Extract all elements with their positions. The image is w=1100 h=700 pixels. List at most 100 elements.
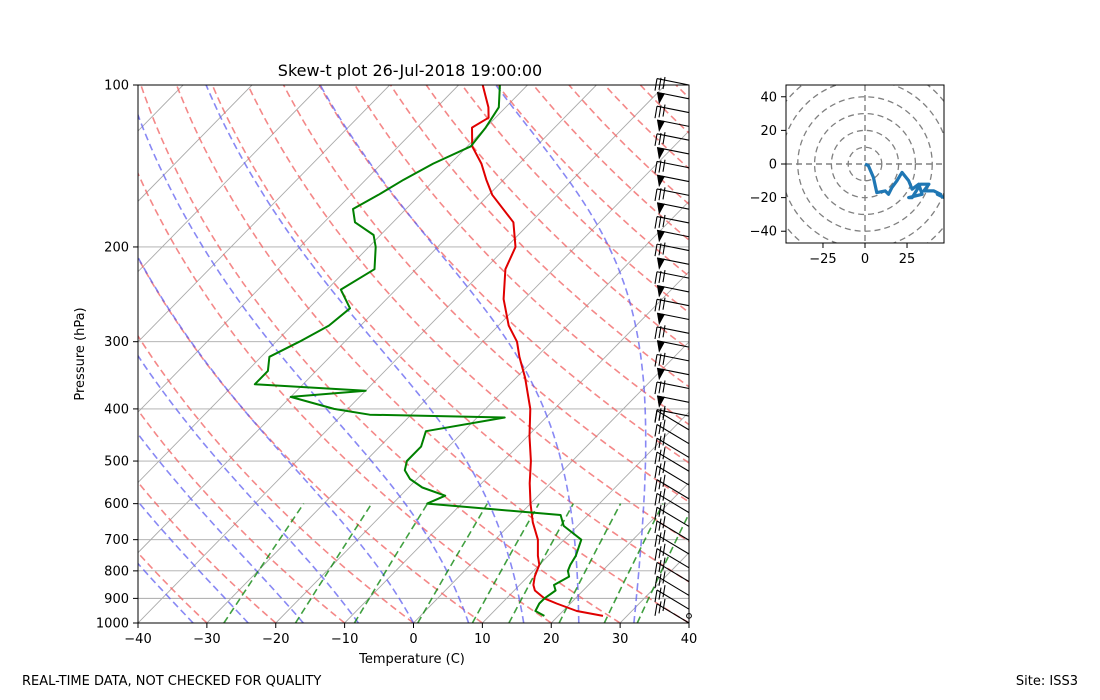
mixing-ratio-line [294,503,373,623]
wind-barb [654,325,690,339]
wind-barb [654,529,690,555]
isotherm-line [138,85,391,343]
skew-t-plot: −40 −30 −20 −10 0 10 20 30 40 1000 900 800 700 600 500… [0,61,697,667]
site-label: Site: ISS3 [1015,674,1078,689]
hodograph-y-tick-label: 40 [760,90,777,105]
wind-barb [654,460,690,486]
dry-adiabat [461,85,689,314]
dry-adiabat [318,85,689,464]
x-axis-label: Temperature (C) [358,652,465,667]
x-tick-label: 20 [543,632,560,647]
dry-adiabat [138,334,414,623]
wind-barb [656,202,690,215]
hodograph: −25 0 25 40 20 0 −20 −40 [750,84,945,267]
x-tick-label: 30 [612,632,629,647]
wind-barb [654,187,690,202]
wind-barb [656,395,690,408]
mixing-ratio-line [223,503,305,623]
wind-barb [656,119,690,132]
moist-adiabat [205,85,525,623]
wind-barb [654,585,690,610]
wind-barb [654,104,690,119]
x-tick-label: −30 [193,632,220,647]
y-axis-label: Pressure (hPa) [73,307,88,400]
wind-barb [654,543,690,569]
wind-barb [656,367,690,381]
y-tick-label: 900 [104,592,129,607]
dry-adiabat [138,408,346,623]
wind-barb [656,340,690,353]
moist-adiabat [495,85,647,623]
x-tick-label: −10 [331,632,358,647]
x-tick-label: −20 [262,632,289,647]
wind-barb [654,598,690,624]
y-tick-label: 700 [104,533,129,548]
moist-adiabat [138,500,249,623]
wind-barb [654,447,690,472]
wind-barb [654,132,690,146]
isotherm-line [550,481,689,623]
isotherm-line [138,85,322,273]
y-tick-label: 800 [104,564,129,579]
mixing-ratio-line [636,511,689,623]
wind-barb [654,159,690,174]
wind-barb [654,502,690,527]
x-tick-label: −40 [124,632,151,647]
hodograph-x-tick-label: 0 [861,252,869,267]
plot-data [253,85,604,617]
wind-barb [656,174,690,188]
wind-barb [654,380,690,395]
dry-adiabat [211,85,689,583]
hodograph-data [864,162,944,200]
wind-barb [654,557,690,583]
dry-adiabat [425,85,689,351]
wind-barb [654,270,690,284]
x-tick-label: 10 [474,632,491,647]
isotherm-line [206,130,689,623]
wind-barb [656,312,690,326]
wind-barb [656,284,690,298]
wind-barb [654,242,690,257]
hodograph-y-tick-label: 0 [769,158,777,173]
wind-barb [654,571,690,596]
isotherm-line [344,270,689,623]
dry-adiabat [568,85,689,206]
hodograph-y-tick-label: −20 [750,191,777,206]
chart-title: Skew-t plot 26-Jul-2018 19:00:00 [278,61,542,80]
wind-barb [654,297,690,312]
x-tick-label: 0 [409,632,417,647]
wind-barb [656,147,690,160]
dry-adiabat [247,85,689,543]
dry-adiabat [496,85,689,278]
mixing-ratio-line [558,503,622,623]
hodograph-ring [813,112,917,216]
quality-note: REAL-TIME DATA, NOT CHECKED FOR QUALITY [22,674,322,689]
y-tick-label: 500 [104,455,129,470]
wind-barb [654,419,690,445]
wind-barb [656,229,690,243]
dewpoint-trace [253,85,583,617]
moist-adiabat [138,432,304,623]
moist-adiabat [688,618,689,623]
wind-barbs [654,76,692,624]
dry-adiabat [389,85,689,388]
y-tick-label: 1000 [96,617,129,632]
hodograph-x-tick-label: −25 [809,252,836,267]
wind-barb [654,214,690,229]
hodograph-y-tick-label: −40 [750,225,777,240]
hodograph-trace [864,162,944,200]
moist-adiabat [138,255,415,623]
mixing-ratio-line [471,503,540,623]
moist-adiabat [138,354,360,623]
y-tick-label: 100 [104,79,129,94]
wind-barb [654,488,690,514]
x-tick-label: 40 [681,632,698,647]
isotherm-line [275,200,689,623]
axis-ticks: −40 −30 −20 −10 0 10 20 30 40 1000 900 800 700 600 500… [96,79,697,648]
isotherm-line [0,85,45,623]
hodograph-x-tick-label: 25 [899,252,916,267]
moist-adiabat [138,112,470,623]
y-tick-label: 400 [104,402,129,417]
mixing-ratio-line [417,503,488,623]
